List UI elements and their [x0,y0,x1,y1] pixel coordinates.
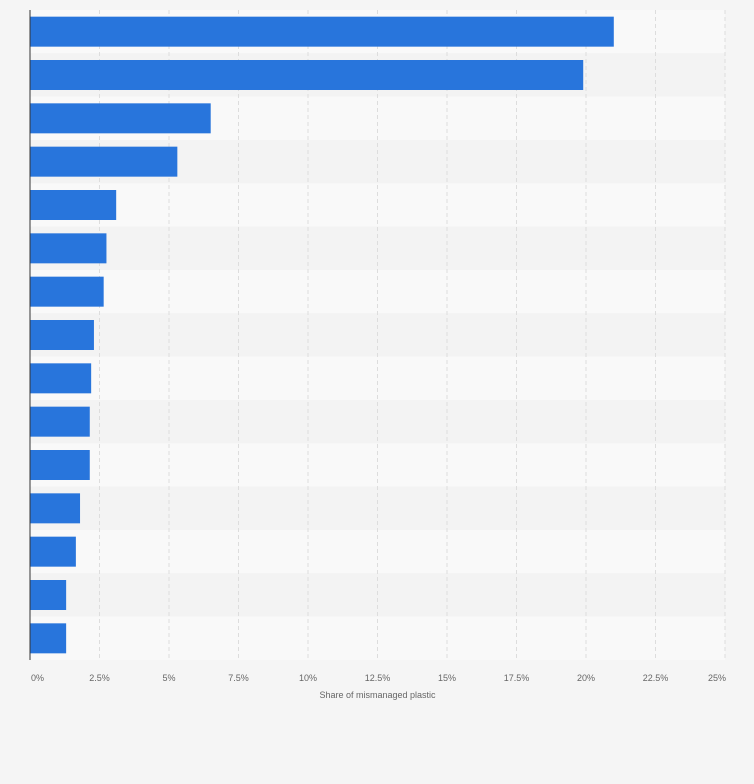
bar [30,190,117,220]
x-tick-label: 0% [31,673,44,683]
x-axis-title: Share of mismanaged plastic [319,690,436,700]
x-tick-label: 5% [162,673,175,683]
x-tick-label: 25% [708,673,726,683]
x-tick-label: 7.5% [228,673,249,683]
row-band [30,183,725,227]
bar [30,493,81,524]
bar [30,233,107,264]
bar [30,450,90,480]
bar [30,320,94,350]
bar [30,103,211,134]
x-tick-label: 15% [438,673,456,683]
x-tick-label: 20% [577,673,595,683]
bar [30,623,67,654]
bar [30,536,76,567]
bar [30,276,104,307]
x-tick-label: 17.5% [504,673,530,683]
bar [30,406,90,437]
x-tick-label: 2.5% [89,673,110,683]
x-tick-label: 10% [299,673,317,683]
bar [30,60,584,90]
x-tick-label: 12.5% [365,673,391,683]
bar [30,580,67,610]
bar [30,363,92,394]
row-band [30,616,725,660]
bar [30,16,614,47]
row-band [30,400,725,444]
bars [30,16,614,654]
x-tick-label: 22.5% [643,673,669,683]
x-tick-labels: 0% 2.5% 5% 7.5% 10% 12.5% 15% 17.5% 20% 22.5% 25% [31,673,726,683]
bar [30,146,178,177]
